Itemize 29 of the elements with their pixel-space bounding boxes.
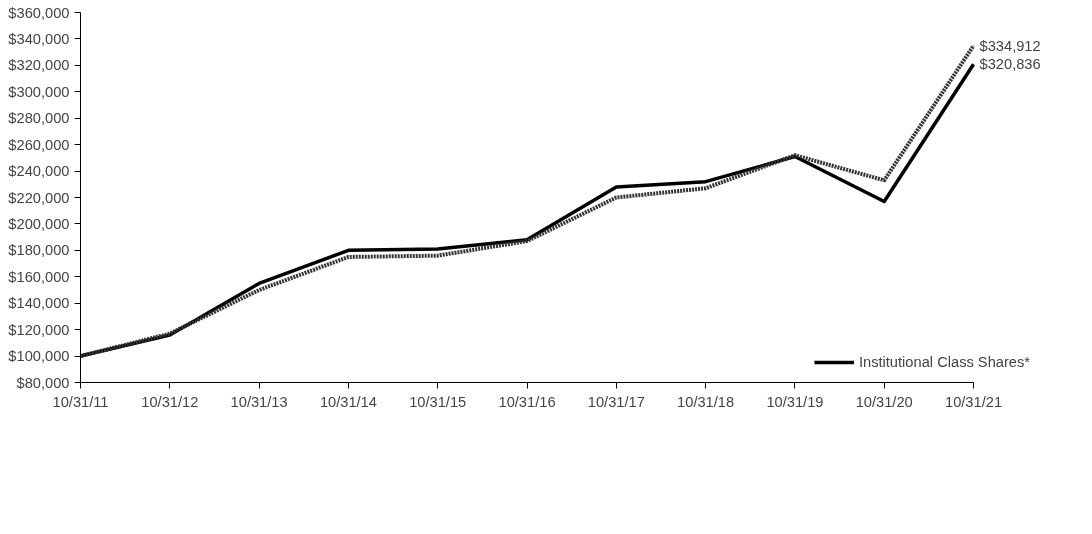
x-tick-label: 10/31/14 [319, 393, 377, 410]
y-tick-label: $180,000 [8, 242, 70, 259]
x-tick-label: 10/31/13 [230, 393, 288, 410]
y-tick-label: $340,000 [8, 30, 70, 47]
y-tick-label: $100,000 [8, 348, 70, 365]
y-tick-label: $260,000 [8, 136, 70, 153]
x-tick-label: 10/31/11 [52, 393, 109, 410]
x-tick-label: 10/31/12 [141, 393, 199, 410]
x-tick-label: 10/31/16 [498, 393, 556, 410]
y-tick-label: $280,000 [8, 110, 70, 127]
x-tick-label: 10/31/17 [587, 393, 645, 410]
x-tick-label: 10/31/15 [409, 393, 467, 410]
legend-label: Institutional Class Shares* [858, 354, 1030, 370]
x-tick-label: 10/31/21 [945, 393, 1003, 410]
y-tick-label: $320,000 [8, 57, 70, 74]
y-tick-label: $140,000 [8, 295, 70, 312]
x-tick-label: 10/31/19 [766, 393, 824, 410]
x-tick-label: 10/31/20 [855, 393, 913, 410]
y-tick-label: $120,000 [8, 321, 70, 338]
annotation: $320,836 [979, 56, 1041, 73]
y-tick-label: $160,000 [8, 268, 70, 285]
x-tick-label: 10/31/18 [677, 393, 735, 410]
y-tick-label: $360,000 [8, 4, 70, 21]
y-tick-label: $220,000 [8, 189, 70, 206]
y-tick-label: $240,000 [8, 163, 70, 180]
y-tick-label: $200,000 [8, 215, 70, 232]
y-tick-label: $300,000 [8, 83, 70, 100]
annotation: $334,912 [979, 37, 1041, 54]
y-tick-label: $80,000 [16, 374, 70, 391]
